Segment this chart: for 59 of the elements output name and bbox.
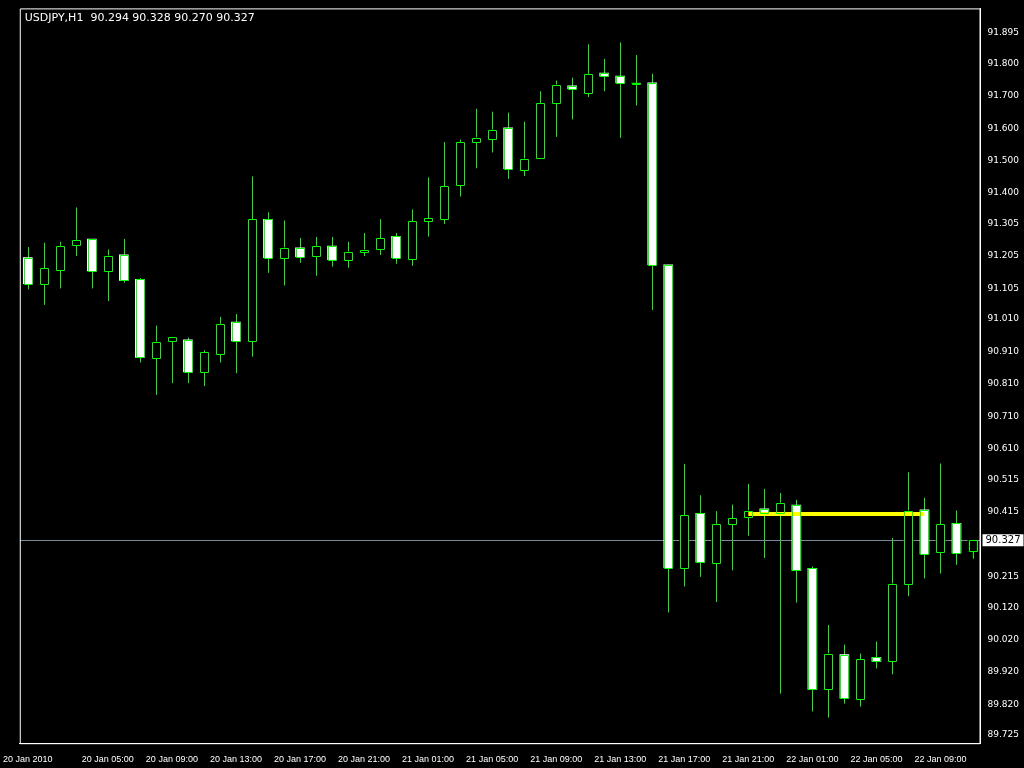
ref-line-label: 90.327 — [985, 533, 1021, 545]
candlestick — [231, 313, 241, 374]
y-tick-label: 90.710 — [987, 410, 1020, 421]
x-tick-label: 21 Jan 13:00 — [594, 754, 647, 765]
y-tick-label: 89.820 — [987, 698, 1020, 709]
candlestick — [151, 325, 161, 396]
y-tick-label: 90.610 — [987, 442, 1020, 453]
x-tick-label: 20 Jan 05:00 — [81, 754, 134, 765]
x-tick-label: 20 Jan 2010 — [3, 754, 53, 765]
candlestick — [359, 232, 369, 257]
y-tick-label: 91.700 — [987, 90, 1020, 101]
x-tick-label: 21 Jan 09:00 — [530, 754, 583, 765]
candlestick — [471, 108, 481, 169]
candlestick — [727, 504, 738, 571]
x-tick-label: 22 Jan 09:00 — [914, 754, 967, 765]
y-tick-label: 91.010 — [987, 313, 1020, 324]
candlestick — [103, 249, 113, 302]
x-tick-label: 21 Jan 17:00 — [658, 754, 711, 765]
x-tick-label: 21 Jan 21:00 — [722, 754, 775, 765]
x-tick-label: 22 Jan 05:00 — [850, 754, 903, 765]
x-tick-label: 21 Jan 01:00 — [402, 754, 455, 765]
candlestick — [615, 41, 626, 139]
candlestick — [199, 349, 209, 387]
chart-title: USDJPY,H1 90.294 90.328 90.270 90.327 — [24, 10, 255, 24]
y-tick-label: 89.725 — [987, 729, 1020, 740]
candlestick — [599, 58, 610, 92]
x-tick-label: 21 Jan 05:00 — [466, 754, 519, 765]
y-tick-label: 90.910 — [987, 345, 1020, 356]
x-tick-label: 20 Jan 09:00 — [145, 754, 198, 765]
y-tick-label: 91.205 — [987, 250, 1020, 261]
x-tick-label: 20 Jan 17:00 — [273, 754, 327, 765]
candlestick — [311, 236, 321, 277]
candlestick — [375, 218, 385, 256]
y-tick-label: 90.810 — [987, 378, 1020, 389]
x-tick-label: 20 Jan 13:00 — [209, 754, 262, 765]
candlestick — [759, 488, 770, 559]
y-tick-label: 91.400 — [987, 187, 1020, 198]
candlestick — [487, 111, 497, 153]
candlestick — [423, 176, 433, 238]
candlestick — [967, 539, 978, 560]
y-tick-label: 91.800 — [987, 57, 1020, 68]
y-tick-label: 90.020 — [987, 633, 1020, 644]
y-tick-label: 89.920 — [987, 666, 1020, 677]
y-tick-label: 90.120 — [987, 601, 1020, 612]
y-tick-label: 91.305 — [987, 218, 1020, 228]
y-tick-label: 90.215 — [987, 570, 1020, 581]
x-tick-label: 22 Jan 01:00 — [786, 754, 839, 765]
candlestick — [871, 641, 882, 669]
candlestick — [167, 336, 177, 384]
y-tick-label: 91.895 — [987, 27, 1020, 38]
y-tick-label: 91.105 — [987, 282, 1020, 293]
x-tick-label: 20 Jan 21:00 — [338, 754, 391, 765]
candlestick — [551, 80, 562, 138]
y-tick-label: 91.500 — [987, 154, 1020, 165]
candlestick — [775, 492, 786, 695]
candlestick — [70, 206, 81, 257]
y-tick-label: 90.415 — [987, 506, 1020, 517]
y-tick-label: 90.515 — [987, 473, 1020, 484]
y-tick-label: 91.600 — [987, 122, 1020, 133]
